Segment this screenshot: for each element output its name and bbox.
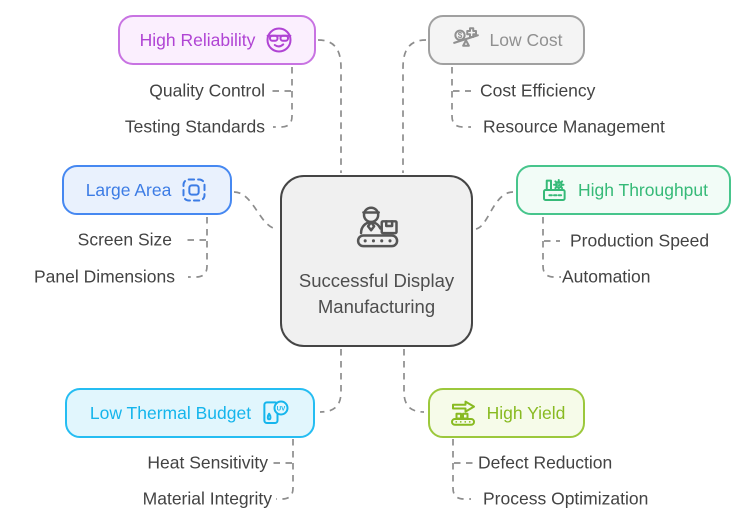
- connector-center-low-thermal-budget: [319, 349, 342, 413]
- node-high-yield-label: High Yield: [486, 402, 566, 423]
- selection-area-icon: [180, 176, 208, 204]
- svg-text:UV: UV: [277, 406, 287, 413]
- sub-item-defect-reduction[interactable]: Defect Reduction: [478, 452, 613, 473]
- sub-item-heat-sensitivity[interactable]: Heat Sensitivity: [147, 452, 268, 473]
- svg-text:$: $: [457, 31, 462, 40]
- sub-item-quality-control[interactable]: Quality Control: [149, 80, 265, 101]
- connector-high-throughput-children: [542, 217, 561, 278]
- sub-item-testing-standards[interactable]: Testing Standards: [124, 116, 265, 137]
- cost-benefit-scale-icon: $: [451, 25, 481, 55]
- connector-center-high-reliability: [317, 39, 342, 173]
- node-low-thermal-budget[interactable]: Low Thermal Budget UV: [65, 388, 315, 438]
- connector-high-yield-children: [452, 439, 471, 500]
- node-large-area[interactable]: Large Area: [62, 165, 232, 215]
- connector-low-thermal-budget-children: [276, 439, 294, 500]
- connector-center-low-cost: [402, 39, 427, 173]
- connector-center-high-throughput: [474, 191, 514, 230]
- node-high-reliability[interactable]: High Reliability: [118, 15, 316, 65]
- sub-item-material-integrity[interactable]: Material Integrity: [142, 488, 272, 509]
- connector-center-large-area: [233, 191, 279, 230]
- connector-low-cost-children: [451, 67, 471, 128]
- sub-item-process-optimization[interactable]: Process Optimization: [483, 488, 649, 509]
- cool-face-icon: [264, 25, 294, 55]
- conveyor-arrow-icon: [448, 398, 478, 428]
- node-low-cost-label: Low Cost: [489, 29, 563, 50]
- sub-item-cost-efficiency[interactable]: Cost Efficiency: [480, 80, 596, 101]
- thermal-uv-icon: UV: [260, 398, 290, 428]
- center-node-successful-display-manufacturing[interactable]: Successful Display Manufacturing: [280, 175, 473, 347]
- connector-large-area-children: [188, 217, 208, 278]
- node-high-throughput[interactable]: High Throughput: [516, 165, 731, 215]
- factory-gear-icon: [539, 175, 569, 205]
- node-high-throughput-label: High Throughput: [577, 179, 709, 200]
- sub-item-resource-management[interactable]: Resource Management: [483, 116, 665, 137]
- connector-center-high-yield: [403, 349, 425, 413]
- connector-high-reliability-children: [273, 67, 293, 128]
- node-large-area-label: Large Area: [85, 179, 172, 200]
- node-low-cost[interactable]: $ Low Cost: [428, 15, 585, 65]
- sub-item-screen-size[interactable]: Screen Size: [77, 229, 172, 250]
- sub-item-production-speed[interactable]: Production Speed: [570, 230, 710, 251]
- node-low-thermal-budget-label: Low Thermal Budget: [89, 402, 252, 423]
- sub-item-automation[interactable]: Automation: [562, 266, 651, 287]
- node-high-reliability-label: High Reliability: [139, 29, 256, 50]
- worker-conveyor-icon: [346, 203, 408, 260]
- sub-item-panel-dimensions[interactable]: Panel Dimensions: [33, 266, 175, 287]
- center-node-label: Successful Display Manufacturing: [298, 269, 455, 317]
- node-high-yield[interactable]: High Yield: [428, 388, 585, 438]
